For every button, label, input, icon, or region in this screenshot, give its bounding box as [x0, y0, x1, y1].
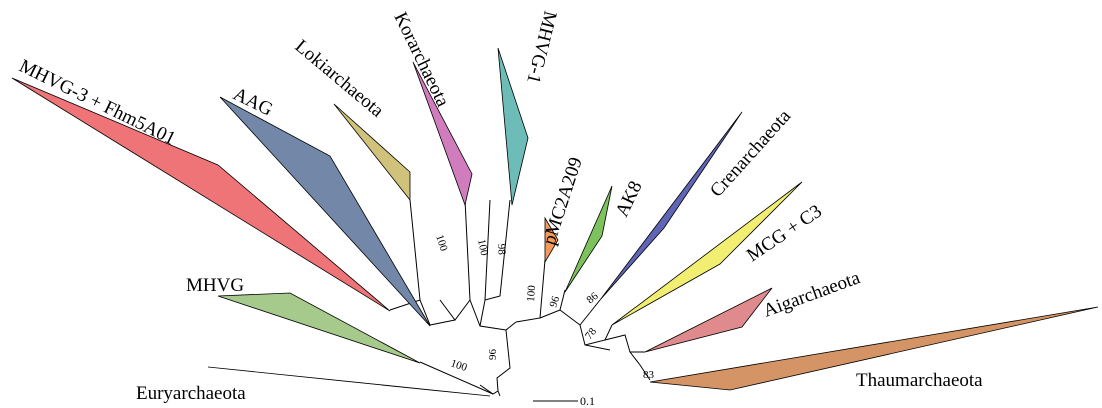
label-euryarchaeota: Euryarchaeota [136, 383, 246, 404]
label-thaumarchaeota: Thaumarchaeota [856, 370, 983, 391]
scale-bar-label: 0.1 [580, 394, 595, 408]
bootstrap-value: 100 [525, 284, 538, 302]
label-ak8: AK8 [612, 178, 647, 220]
bootstrap-value: 100 [449, 357, 469, 374]
clade-mhvg3-fhm5a01 [11, 77, 391, 312]
label-mhvg3-fhm5a01: MHVG-3 + Fhm5A01 [16, 56, 179, 150]
clade-pmc2a209 [544, 216, 559, 264]
bootstrap-value: 86 [584, 290, 600, 307]
label-mhvg-1: MHVG-1 [522, 9, 560, 86]
clade-aag [219, 96, 431, 327]
clade-mcg-c3 [611, 181, 803, 326]
clade-korarchaeota [412, 61, 473, 207]
bootstrap-value: 98 [495, 243, 508, 255]
clade-lokiarchaeota [333, 103, 411, 202]
label-mcg-c3: MCG + C3 [743, 201, 826, 266]
bootstrap-value: 83 [643, 369, 655, 381]
clade-ak8 [564, 185, 613, 293]
bootstrap-value: 78 [583, 325, 600, 341]
tree-branches [389, 199, 651, 397]
clade-mhvg [217, 292, 421, 364]
bootstrap-value: 96 [547, 294, 562, 309]
clade-thaumarchaeota [649, 306, 1099, 391]
clade-mhvg-1 [497, 47, 529, 206]
clade-aigarchaeota [644, 287, 773, 353]
bootstrap-value: 96 [487, 349, 499, 361]
label-mhvg: MHVG [186, 275, 244, 296]
label-korarchaeota: Korarchaeota [390, 9, 454, 111]
label-crenarchaeota: Crenarchaeota [706, 105, 795, 201]
clade-crenarchaeota [599, 111, 743, 301]
label-pmc2a209: pMC2A209 [539, 155, 587, 248]
clade-euryarchaeota [207, 366, 491, 397]
bootstrap-value: 100 [475, 238, 490, 257]
label-aigarchaeota: Aigarchaeota [761, 267, 864, 322]
bootstrap-value: 100 [433, 233, 450, 253]
